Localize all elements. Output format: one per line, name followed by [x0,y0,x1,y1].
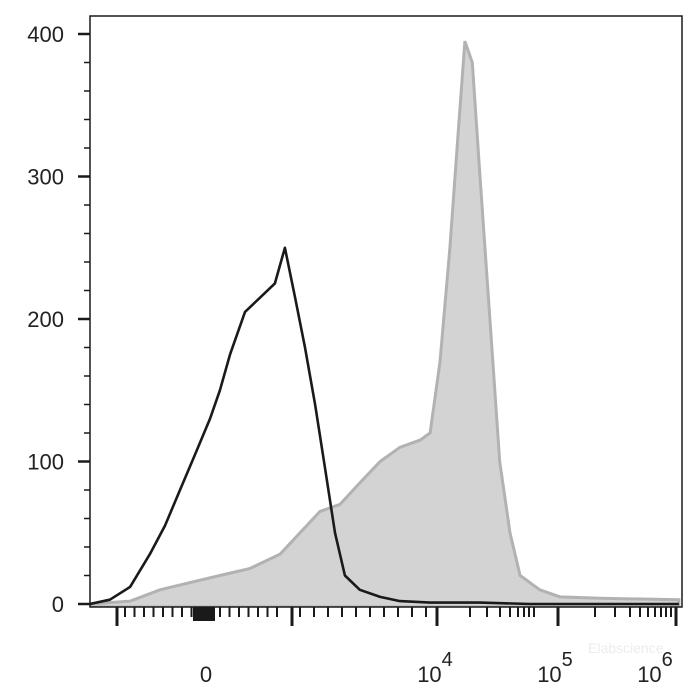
x-tick-exponent: 6 [662,649,673,671]
x-tick-label: 105 [537,649,573,687]
x-tick-label: 104 [417,649,453,687]
x-tick-base: 10 [537,662,561,687]
plot-frame [89,15,683,608]
y-tick-label: 100 [27,450,64,475]
y-tick-label: 0 [52,592,64,617]
series-0-area [90,40,681,607]
x-tick-base: 10 [417,662,441,687]
x-tick-label: 106 [637,649,673,687]
watermark-logo: Elabscience [588,640,664,656]
x-tick-exponent: 4 [442,649,453,671]
y-tick-label: 200 [27,307,64,332]
x-tick-exponent: 5 [562,649,573,671]
series-1-line [90,246,679,606]
y-tick-label: 300 [27,165,64,190]
y-tick-label: 400 [27,22,64,47]
x-tick-base: 10 [637,662,661,687]
x-tick-cluster [193,607,215,621]
x-tick-label: 0 [200,662,212,687]
